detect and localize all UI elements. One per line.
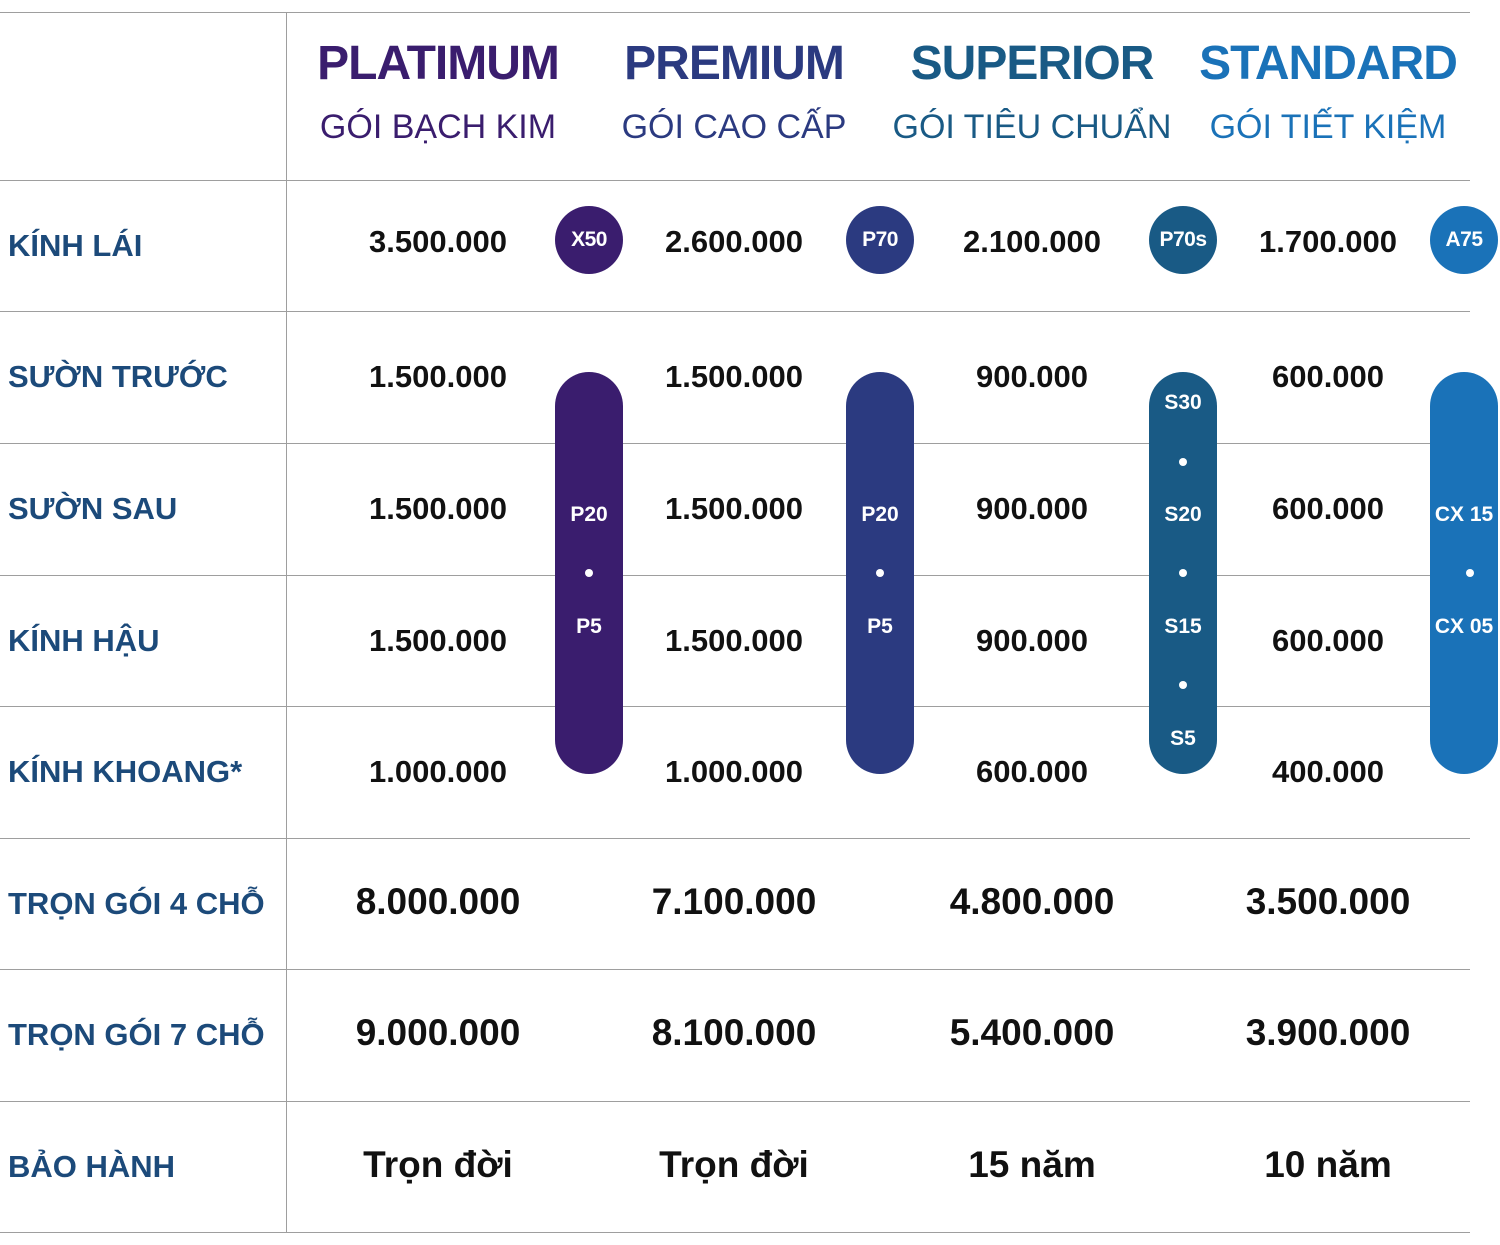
warranty-cell: Trọn đời — [659, 1143, 809, 1185]
package-total-cell: 8.000.000 — [355, 880, 521, 922]
price-cell: 1.500.000 — [369, 622, 507, 658]
row-label-package-4-seat: TRỌN GÓI 4 CHỖ — [8, 885, 265, 921]
row-label-rear-side: SƯỜN SAU — [8, 490, 178, 526]
package-total-cell: 7.100.000 — [651, 880, 817, 922]
row-divider — [0, 838, 1470, 839]
package-subtitle-standard: GÓI TIẾT KIỆM — [1209, 108, 1447, 146]
film-pill-label: P5 — [576, 615, 602, 638]
film-badge-superior: P70s — [1149, 206, 1217, 274]
row-divider — [0, 180, 1470, 181]
warranty-cell: 10 năm — [1264, 1143, 1392, 1185]
row-label-cabin-window: KÍNH KHOANG* — [8, 753, 243, 789]
film-pill-label: CX 05 — [1434, 615, 1494, 638]
package-name-premium: PREMIUM — [624, 37, 845, 90]
film-pill-premium: P20 P5 — [846, 372, 914, 774]
price-cell: 3.500.000 — [369, 223, 507, 259]
film-badge-standard: A75 — [1430, 206, 1498, 274]
price-cell: 1.500.000 — [665, 490, 803, 526]
package-total-cell: 4.800.000 — [949, 880, 1115, 922]
price-cell: 1.700.000 — [1259, 223, 1397, 259]
package-total-cell: 9.000.000 — [355, 1011, 521, 1053]
film-badge-premium: P70 — [846, 206, 914, 274]
package-total-cell: 5.400.000 — [949, 1011, 1115, 1053]
price-cell: 1.500.000 — [369, 490, 507, 526]
package-subtitle-premium: GÓI CAO CẤP — [621, 108, 847, 146]
row-label-warranty: BẢO HÀNH — [8, 1148, 176, 1184]
price-cell: 600.000 — [1271, 490, 1385, 526]
row-divider — [0, 706, 1470, 707]
film-pill-label: S5 — [1170, 727, 1196, 750]
separator-dot-icon — [585, 569, 593, 577]
film-pill-platinum: P20 P5 — [555, 372, 623, 774]
price-cell: 600.000 — [1271, 622, 1385, 658]
price-cell: 1.000.000 — [665, 753, 803, 789]
package-total-cell: 3.900.000 — [1245, 1011, 1411, 1053]
film-pill-label: S30 — [1164, 391, 1202, 414]
film-pill-label: S20 — [1164, 503, 1202, 526]
package-total-cell: 3.500.000 — [1245, 880, 1411, 922]
row-divider — [0, 1232, 1470, 1233]
film-pill-standard: CX 15 CX 05 — [1430, 372, 1498, 774]
warranty-cell: 15 năm — [968, 1143, 1096, 1185]
row-divider — [0, 12, 1470, 13]
row-label-package-7-seat: TRỌN GÓI 7 CHỖ — [8, 1016, 265, 1052]
separator-dot-icon — [1179, 569, 1187, 577]
film-pill-label: P5 — [867, 615, 893, 638]
price-cell: 1.000.000 — [369, 753, 507, 789]
row-label-windshield: KÍNH LÁI — [8, 227, 143, 263]
warranty-cell: Trọn đời — [363, 1143, 513, 1185]
column-divider — [286, 12, 287, 1233]
price-cell: 600.000 — [1271, 358, 1385, 394]
price-cell: 2.100.000 — [963, 223, 1101, 259]
price-cell: 400.000 — [1271, 753, 1385, 789]
film-pill-label: CX 15 — [1434, 503, 1494, 526]
price-cell: 1.500.000 — [665, 358, 803, 394]
film-pill-label: P20 — [570, 503, 608, 526]
row-divider — [0, 969, 1470, 970]
price-cell: 1.500.000 — [369, 358, 507, 394]
separator-dot-icon — [876, 569, 884, 577]
row-divider — [0, 311, 1470, 312]
package-name-platinum: PLATIMUM — [317, 37, 560, 90]
package-name-standard: STANDARD — [1199, 37, 1458, 90]
price-cell: 600.000 — [975, 753, 1089, 789]
row-divider — [0, 575, 1470, 576]
film-pill-label: P20 — [861, 503, 899, 526]
price-cell: 900.000 — [975, 622, 1089, 658]
price-cell: 2.600.000 — [665, 223, 803, 259]
price-cell: 1.500.000 — [665, 622, 803, 658]
package-total-cell: 8.100.000 — [651, 1011, 817, 1053]
package-subtitle-superior: GÓI TIÊU CHUẨN — [892, 108, 1172, 146]
row-divider — [0, 1101, 1470, 1102]
separator-dot-icon — [1179, 681, 1187, 689]
film-pill-superior: S30 S20 S15 S5 — [1149, 372, 1217, 774]
film-badge-platinum: X50 — [555, 206, 623, 274]
price-cell: 900.000 — [975, 358, 1089, 394]
package-subtitle-platinum: GÓI BẠCH KIM — [319, 108, 557, 146]
row-label-front-side: SƯỜN TRƯỚC — [8, 358, 228, 394]
price-cell: 900.000 — [975, 490, 1089, 526]
package-name-superior: SUPERIOR — [910, 37, 1155, 90]
row-divider — [0, 443, 1470, 444]
film-pill-label: S15 — [1164, 615, 1202, 638]
separator-dot-icon — [1466, 569, 1474, 577]
separator-dot-icon — [1179, 458, 1187, 466]
row-label-rear-window: KÍNH HẬU — [8, 622, 160, 658]
